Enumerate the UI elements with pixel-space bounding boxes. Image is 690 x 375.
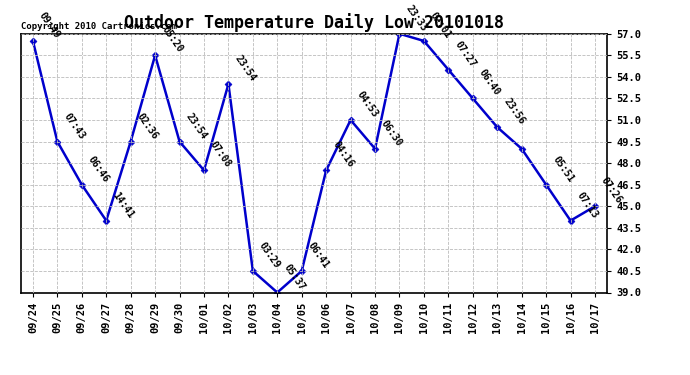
Text: 23:33: 23:33 <box>404 3 428 33</box>
Text: 05:51: 05:51 <box>550 154 575 184</box>
Text: Copyright 2010 Cartronics.com: Copyright 2010 Cartronics.com <box>21 22 177 31</box>
Text: 07:13: 07:13 <box>575 190 600 220</box>
Text: 06:41: 06:41 <box>306 240 331 270</box>
Text: 07:27: 07:27 <box>453 39 477 69</box>
Text: 06:46: 06:46 <box>86 154 111 184</box>
Text: 14:41: 14:41 <box>110 190 135 220</box>
Text: 05:20: 05:20 <box>159 25 184 54</box>
Text: 04:16: 04:16 <box>331 140 355 170</box>
Title: Outdoor Temperature Daily Low 20101018: Outdoor Temperature Daily Low 20101018 <box>124 13 504 32</box>
Text: 23:54: 23:54 <box>233 54 257 83</box>
Text: 09:49: 09:49 <box>37 10 62 40</box>
Text: 06:30: 06:30 <box>380 118 404 148</box>
Text: 02:01: 02:01 <box>428 10 453 40</box>
Text: 07:08: 07:08 <box>208 140 233 170</box>
Text: 06:40: 06:40 <box>477 68 502 98</box>
Text: 05:37: 05:37 <box>282 262 306 292</box>
Text: 07:43: 07:43 <box>61 111 86 141</box>
Text: 03:29: 03:29 <box>257 240 282 270</box>
Text: 07:26: 07:26 <box>599 176 624 206</box>
Text: 04:53: 04:53 <box>355 89 380 119</box>
Text: 23:54: 23:54 <box>184 111 209 141</box>
Text: 02:36: 02:36 <box>135 111 160 141</box>
Text: 23:56: 23:56 <box>502 97 526 126</box>
